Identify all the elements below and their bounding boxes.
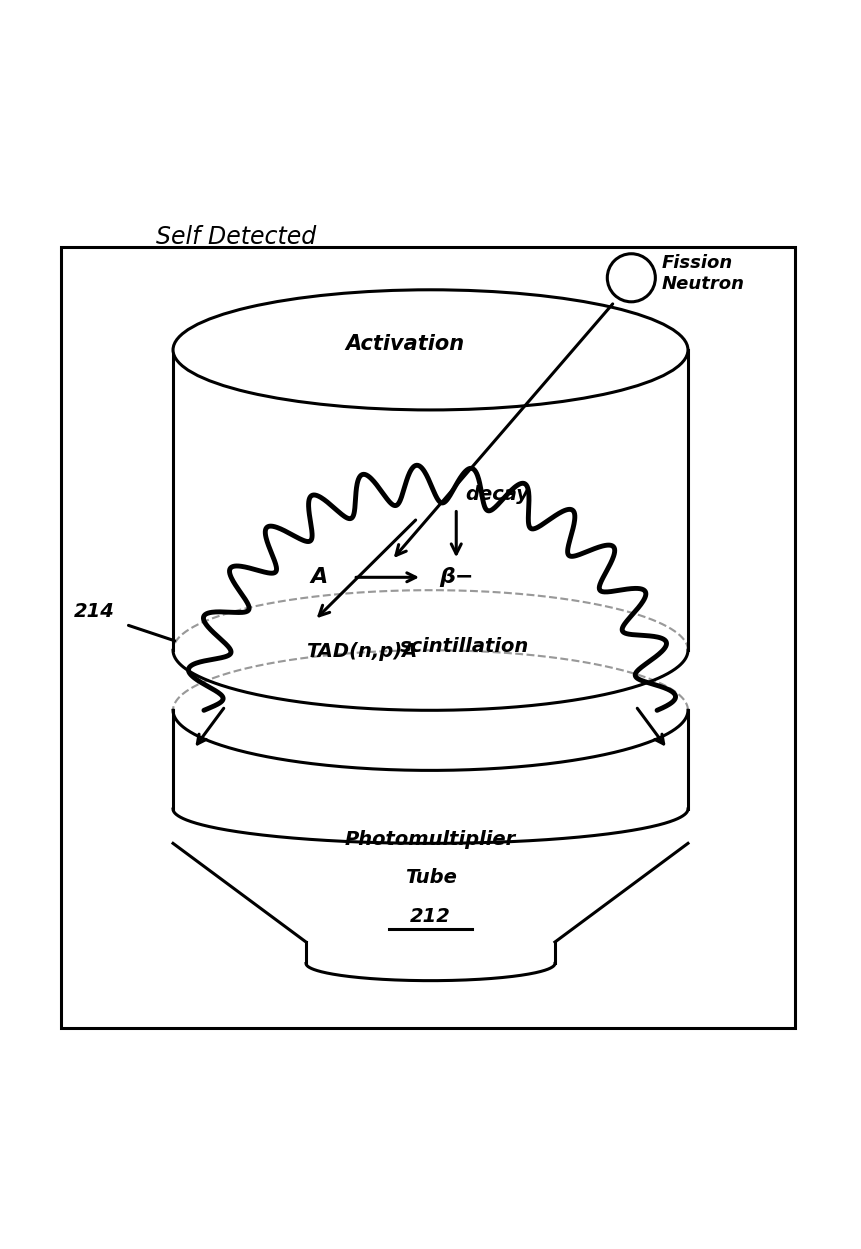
Text: Photomultiplier: Photomultiplier	[345, 829, 516, 848]
Text: A: A	[310, 567, 327, 587]
Circle shape	[607, 254, 655, 302]
Text: TAD(n,p)A: TAD(n,p)A	[306, 642, 418, 661]
Text: β−: β−	[439, 567, 474, 587]
Text: 212: 212	[410, 907, 451, 926]
Text: 214: 214	[74, 602, 115, 621]
Ellipse shape	[173, 290, 688, 410]
Text: scintillation: scintillation	[400, 637, 530, 657]
Text: decay: decay	[465, 486, 529, 505]
Text: Activation: Activation	[345, 333, 464, 353]
Text: Self Detected: Self Detected	[156, 225, 316, 250]
Bar	[61, 247, 796, 1028]
Text: Fission
Neutron: Fission Neutron	[661, 254, 745, 292]
Text: Tube: Tube	[405, 868, 456, 887]
